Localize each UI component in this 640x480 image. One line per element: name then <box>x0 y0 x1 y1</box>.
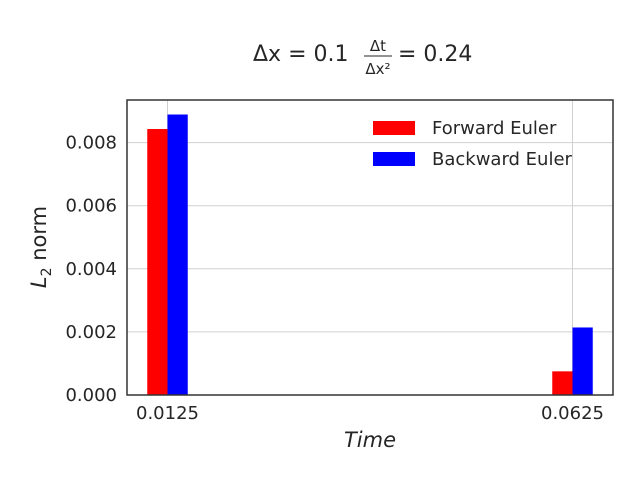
grid-lines <box>127 100 613 396</box>
title-lhs: Δx = 0.1 <box>253 42 348 67</box>
x-axis-label: Time <box>344 428 396 452</box>
y-tick-labels: 0.000 0.002 0.004 0.006 0.008 <box>65 133 117 406</box>
legend: Forward Euler Backward Euler <box>373 118 573 170</box>
x-tick-label: 0.0625 <box>541 403 604 424</box>
y-tick-label: 0.004 <box>65 259 117 280</box>
legend-swatch <box>373 121 415 135</box>
y-tick-label: 0.000 <box>65 385 117 406</box>
bar-forward-euler <box>147 129 168 395</box>
title-rhs: = 0.24 <box>398 42 472 67</box>
y-tick-label: 0.006 <box>65 196 117 217</box>
y-tick-label: 0.002 <box>65 322 117 343</box>
plot-frame <box>126 99 614 396</box>
y-tick-label: 0.008 <box>65 133 117 154</box>
legend-swatch <box>373 152 415 166</box>
chart-title: Δx = 0.1 Δt Δx² = 0.24 <box>253 37 472 78</box>
legend-label: Forward Euler <box>432 118 557 139</box>
y-axis-label: L2 norm <box>27 206 55 288</box>
y-axis-label-sub: 2 <box>39 267 55 276</box>
bar-backward-euler <box>572 327 593 395</box>
y-axis-label-base: L <box>27 276 51 288</box>
y-axis-label-rest: norm <box>27 206 51 268</box>
bars <box>147 114 593 395</box>
title-frac-denominator: Δx² <box>365 60 390 78</box>
x-tick-labels: 0.0125 0.0625 <box>136 403 604 424</box>
legend-label: Backward Euler <box>432 149 573 170</box>
bar-backward-euler <box>167 114 188 395</box>
x-tick-label: 0.0125 <box>136 403 199 424</box>
title-frac-numerator: Δt <box>370 37 386 55</box>
bar-forward-euler <box>552 371 573 395</box>
